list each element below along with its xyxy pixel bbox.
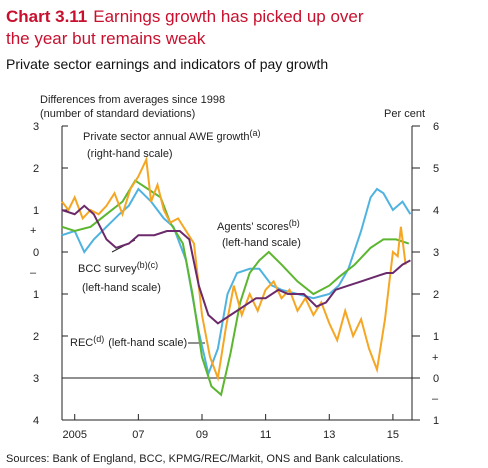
y2-tick-label: 4 bbox=[433, 205, 439, 217]
sign: + bbox=[432, 352, 438, 364]
title-text: Earnings growth has picked up over bbox=[93, 7, 364, 26]
chart-title: Chart 3.11 Earnings growth has picked up … bbox=[6, 7, 364, 26]
y-tick-label: 3 bbox=[33, 121, 39, 133]
annotation-scale: (left-hand scale) bbox=[222, 237, 301, 249]
annotation-name: Agents’ scores bbox=[217, 221, 289, 233]
annotation-note: (d) bbox=[93, 334, 104, 344]
annotation-note: (b) bbox=[289, 218, 300, 228]
x-tick-label: 15 bbox=[387, 429, 399, 441]
annotation-note: (b)(c) bbox=[137, 260, 159, 270]
annotation: BCC survey(b)(c) bbox=[78, 260, 158, 275]
y-tick-label: 3 bbox=[33, 373, 39, 385]
x-tick-label: 13 bbox=[323, 429, 335, 441]
annotation-note: (a) bbox=[250, 128, 261, 138]
x-tick-label: 11 bbox=[260, 429, 271, 441]
y2-tick-label: 6 bbox=[433, 121, 439, 133]
y2-tick-label: 5 bbox=[433, 163, 439, 175]
y-tick-label: 4 bbox=[33, 415, 39, 427]
y2-axis-label: Per cent bbox=[384, 108, 425, 120]
sign: – bbox=[432, 393, 439, 405]
source: Sources: Bank of England, BCC, KPMG/REC/… bbox=[6, 453, 403, 465]
y2-tick-label: 3 bbox=[433, 247, 439, 259]
annotation-scale: (left-hand scale) bbox=[82, 282, 161, 294]
y2-tick-label: 0 bbox=[433, 373, 439, 385]
y2-tick-label: 2 bbox=[433, 289, 439, 301]
x-tick-label: 2005 bbox=[62, 429, 86, 441]
y-axis-label: Differences from averages since 1998 bbox=[40, 94, 225, 106]
y-tick-label: 1 bbox=[33, 289, 39, 301]
y-tick-label: 1 bbox=[33, 205, 39, 217]
series-line bbox=[61, 155, 407, 382]
annotation-name: REC bbox=[70, 337, 93, 349]
annotation: Agents’ scores(b) bbox=[217, 218, 300, 233]
annotation-name: BCC survey bbox=[78, 263, 137, 275]
x-tick-label: 07 bbox=[132, 429, 144, 441]
subtitle: Private sector earnings and indicators o… bbox=[6, 56, 328, 72]
y-tick-label: 2 bbox=[33, 331, 39, 343]
annotation-scale: (right-hand scale) bbox=[87, 148, 173, 160]
y-tick-label: 2 bbox=[33, 163, 39, 175]
annotation: REC(d) (left-hand scale) bbox=[70, 334, 187, 349]
annotation-scale: (left-hand scale) bbox=[108, 337, 187, 349]
y-axis-label: (number of standard deviations) bbox=[40, 108, 195, 120]
title-text-2: the year but remains weak bbox=[6, 29, 206, 48]
y-tick-label: 0 bbox=[33, 247, 39, 259]
y2-tick-label: 1 bbox=[433, 415, 439, 427]
sign: – bbox=[30, 267, 37, 279]
x-tick-label: 09 bbox=[196, 429, 208, 441]
series-line bbox=[61, 204, 411, 325]
y2-tick-label: 1 bbox=[433, 331, 439, 343]
annotation-name: Private sector annual AWE growth bbox=[83, 131, 250, 143]
annotation: Private sector annual AWE growth(a) bbox=[83, 128, 261, 143]
sign: + bbox=[30, 225, 36, 237]
title-prefix: Chart 3.11 bbox=[6, 7, 87, 26]
